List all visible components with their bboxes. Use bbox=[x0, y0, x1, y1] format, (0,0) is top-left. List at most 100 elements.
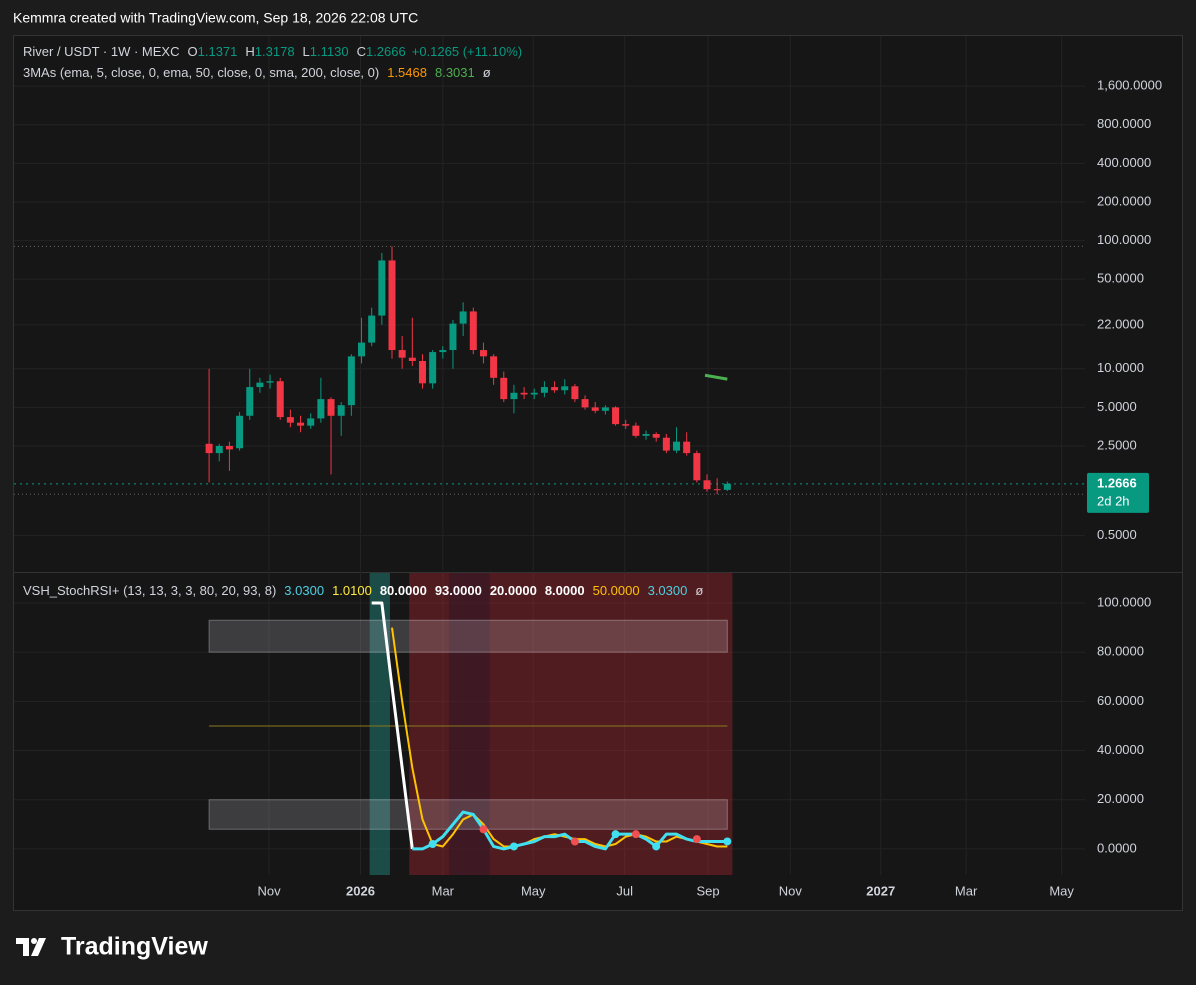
y-tick-label: 5.0000 bbox=[1097, 399, 1137, 414]
x-tick-label: Mar bbox=[955, 883, 978, 898]
indicator-value: 3.0300 bbox=[648, 583, 688, 598]
band bbox=[208, 619, 728, 653]
candle-body bbox=[571, 386, 579, 400]
ohlc-value: 1.3178 bbox=[255, 44, 295, 59]
candle-body bbox=[693, 453, 701, 481]
candle-body bbox=[449, 323, 457, 351]
legend: River / USDT · 1W · MEXC O1.1371 H1.3178 L1… bbox=[23, 44, 522, 59]
candle-body bbox=[398, 350, 406, 358]
candle-body bbox=[632, 425, 640, 436]
stoch-line bbox=[412, 810, 728, 851]
signal-dot bbox=[723, 837, 732, 846]
candle-body bbox=[439, 350, 447, 353]
indicator: 3MAs (ema, 5, close, 0, ema, 50, close, … bbox=[23, 65, 379, 80]
ohlc-value: 1.1371 bbox=[198, 44, 238, 59]
ohlc-label: C bbox=[357, 44, 366, 59]
candle-body bbox=[490, 356, 498, 378]
y-tick-label: 22.0000 bbox=[1097, 316, 1144, 331]
candle-body bbox=[459, 311, 467, 324]
y-tick-label: 400.0000 bbox=[1097, 155, 1151, 170]
candle-body bbox=[551, 387, 559, 391]
candle-body bbox=[652, 433, 660, 438]
candle-body bbox=[408, 357, 416, 361]
candle-body bbox=[591, 407, 599, 411]
x-tick-label: 2026 bbox=[346, 883, 375, 898]
candle-body bbox=[347, 356, 355, 406]
candle-body bbox=[622, 424, 630, 426]
y-tick-label: 50.0000 bbox=[1097, 271, 1144, 286]
y-tick-label: 10.0000 bbox=[1097, 360, 1144, 375]
ohlc-value: 1.2666 bbox=[366, 44, 406, 59]
candle-body bbox=[500, 377, 508, 400]
logo: TradingView bbox=[16, 933, 208, 961]
indicator-value: 8.3031 bbox=[435, 65, 475, 80]
indicator-value: 20.0000 bbox=[490, 583, 537, 598]
signal-dot bbox=[570, 837, 579, 846]
candle-body bbox=[612, 407, 620, 425]
candle-body bbox=[561, 386, 569, 391]
indicator-value: 93.0000 bbox=[435, 583, 482, 598]
indicator-value: 3.0300 bbox=[284, 583, 324, 598]
logo-icon bbox=[31, 938, 37, 944]
candle-body bbox=[642, 433, 650, 436]
candle-body bbox=[256, 382, 264, 388]
indicator-value: 80.0000 bbox=[380, 583, 427, 598]
indicator-mark: ø bbox=[483, 65, 491, 80]
indicator-value: 50.0000 bbox=[593, 583, 640, 598]
y-tick-label: 2.5000 bbox=[1097, 437, 1137, 452]
ohlc-label: O bbox=[188, 44, 198, 59]
chart-frame bbox=[13, 35, 1183, 911]
x-tick-label: Sep bbox=[696, 883, 719, 898]
candle-body bbox=[662, 437, 670, 451]
candle-body bbox=[236, 415, 244, 449]
candle-body bbox=[540, 387, 548, 393]
caption: Kemmra created with TradingView.com, Sep… bbox=[13, 10, 418, 26]
candle-body bbox=[317, 399, 325, 419]
signal-dot bbox=[611, 830, 620, 839]
logo-text: TradingView bbox=[61, 933, 208, 961]
signal-dot bbox=[652, 842, 661, 851]
candle-body bbox=[673, 441, 681, 451]
candle-body bbox=[215, 445, 223, 454]
y-tick-label: 100.0000 bbox=[1097, 594, 1151, 609]
candle-body bbox=[520, 392, 528, 395]
candle-body bbox=[429, 352, 437, 384]
signal-dot bbox=[692, 835, 701, 844]
candle-body bbox=[530, 392, 538, 395]
x-tick-label: Mar bbox=[432, 883, 455, 898]
candle-body bbox=[307, 418, 315, 426]
y-tick-label: 0.5000 bbox=[1097, 527, 1137, 542]
candle-body bbox=[703, 480, 711, 490]
moving-average bbox=[704, 373, 728, 381]
candle-body bbox=[337, 405, 345, 416]
candle-body bbox=[276, 381, 284, 418]
candle-body bbox=[368, 315, 376, 343]
candle-body bbox=[378, 260, 386, 316]
candle-body bbox=[358, 342, 366, 357]
candle-body bbox=[510, 392, 518, 400]
indicator-value: 8.0000 bbox=[545, 583, 585, 598]
indicator-mark: ø bbox=[695, 583, 703, 598]
signal-dot bbox=[479, 825, 488, 834]
signal-dot bbox=[509, 842, 518, 851]
x-tick-label: Jul bbox=[616, 883, 633, 898]
x-tick-label: 2027 bbox=[866, 883, 895, 898]
y-tick-label: 40.0000 bbox=[1097, 742, 1144, 757]
candle-body bbox=[723, 483, 731, 490]
candle-body bbox=[683, 441, 691, 454]
ohlc-label: L bbox=[303, 44, 310, 59]
candle-body bbox=[713, 489, 721, 491]
y-tick-label: 200.0000 bbox=[1097, 193, 1151, 208]
ohlc-value: 1.1130 bbox=[310, 44, 349, 59]
x-tick-label: Nov bbox=[779, 883, 803, 898]
y-tick-label: 1,600.0000 bbox=[1097, 78, 1162, 93]
candle-body bbox=[225, 445, 233, 450]
signal-dot bbox=[631, 830, 640, 839]
legend: 3MAs (ema, 5, close, 0, ema, 50, close, … bbox=[23, 65, 491, 80]
stoch-line bbox=[371, 601, 414, 850]
y-tick-label: 800.0000 bbox=[1097, 116, 1151, 131]
candle-body bbox=[205, 443, 213, 454]
candle-body bbox=[297, 422, 305, 426]
change: +0.1265 (+11.10%) bbox=[412, 44, 522, 59]
